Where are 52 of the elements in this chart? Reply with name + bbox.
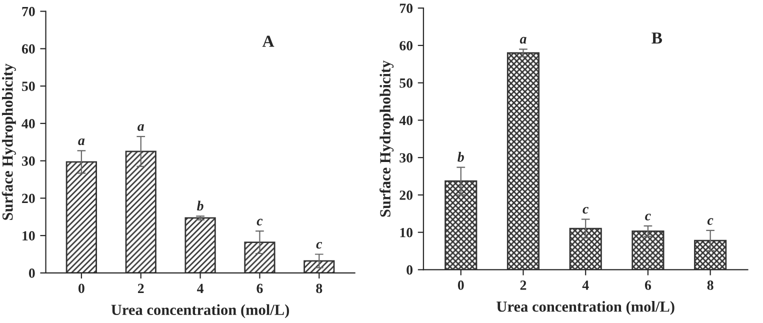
y-tick-label: 0 (406, 265, 413, 275)
x-tick-label: 8 (316, 284, 322, 294)
x-tick-label: 2 (138, 284, 144, 293)
annotation: c (316, 242, 322, 249)
x-tick-label: 6 (644, 280, 652, 290)
y-tick-label: 20 (22, 194, 35, 204)
y-tick-label: 50 (22, 82, 35, 92)
y-tick-label: 0 (28, 268, 35, 278)
y-tick-label: 40 (399, 116, 413, 126)
bar (569, 228, 602, 270)
x-tick-label: 8 (707, 280, 714, 290)
annotation: c (256, 218, 263, 226)
y-tick-label: 10 (22, 231, 35, 241)
bar (184, 217, 216, 273)
bar (506, 52, 540, 270)
annotation: b (458, 152, 464, 162)
y-tick-label: 10 (400, 228, 413, 238)
annotation: a (138, 124, 144, 131)
text: A (262, 36, 274, 47)
y-axis-title: Surface Hydrophobicity (2, 64, 16, 220)
bar (125, 150, 156, 273)
y-tick-label: 70 (22, 6, 35, 16)
y-tick-label: 40 (22, 119, 35, 128)
annotation: a (78, 138, 85, 146)
x-tick-label: 4 (582, 280, 589, 290)
x-tick-label: 4 (197, 284, 204, 293)
y-tick-label: 70 (400, 4, 413, 14)
annotation: b (197, 200, 204, 211)
bar (694, 240, 727, 270)
annotation: c (645, 214, 651, 220)
bar (66, 161, 97, 273)
y-axis-title: Surface Hydrophobicity (380, 60, 394, 217)
annotation: a (520, 36, 526, 44)
x-tick-label: 2 (520, 280, 526, 290)
bar (632, 230, 664, 270)
y-tick-label: 50 (400, 78, 413, 88)
annotation: c (707, 218, 714, 225)
y-tick-label: 60 (22, 44, 35, 54)
x-axis-title: Urea concentration (mol/L) (496, 301, 674, 315)
bar (244, 242, 276, 273)
y-tick-label: 20 (400, 190, 413, 200)
y-tick-label: 30 (400, 153, 413, 163)
y-tick-label: 60 (400, 41, 413, 50)
x-tick-label: 0 (458, 280, 464, 290)
bar (444, 180, 478, 270)
bar (304, 260, 335, 273)
x-axis-title: Urea concentration (mol/L) (111, 304, 290, 318)
x-tick-label: 0 (78, 284, 84, 294)
text: B (652, 32, 662, 44)
x-tick-label: 6 (256, 284, 263, 294)
annotation: c (582, 206, 588, 214)
y-tick-label: 30 (22, 156, 35, 166)
